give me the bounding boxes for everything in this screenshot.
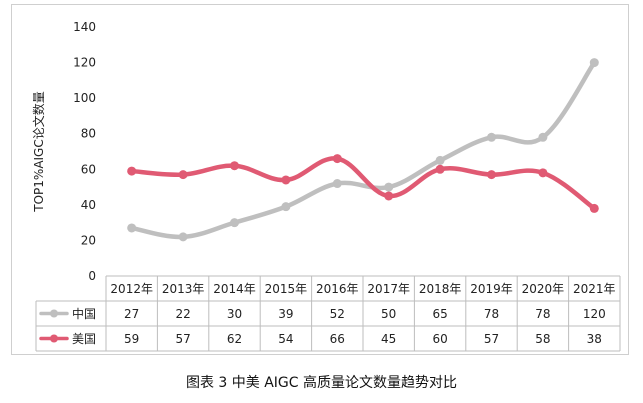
y-axis-title: TOP1%AIGC论文数量 bbox=[31, 91, 46, 212]
y-tick-label: 0 bbox=[88, 269, 96, 283]
table-cell-value: 45 bbox=[381, 332, 396, 346]
data-point bbox=[435, 155, 445, 165]
x-tick-label: 2014年 bbox=[213, 282, 256, 296]
table-cell-value: 30 bbox=[227, 307, 242, 321]
x-tick-label: 2020年 bbox=[522, 282, 565, 296]
data-point bbox=[332, 179, 342, 189]
table-cell-value: 78 bbox=[484, 307, 499, 321]
data-point bbox=[127, 223, 137, 233]
table-cell-value: 59 bbox=[124, 332, 139, 346]
table-cell-value: 54 bbox=[278, 332, 293, 346]
table-cell-value: 57 bbox=[175, 332, 190, 346]
x-tick-label: 2018年 bbox=[419, 282, 462, 296]
table-cell-value: 66 bbox=[330, 332, 345, 346]
data-point bbox=[281, 202, 291, 212]
data-point bbox=[281, 175, 291, 185]
data-point bbox=[435, 164, 445, 174]
y-tick-label: 40 bbox=[81, 198, 96, 212]
y-tick-label: 20 bbox=[81, 233, 96, 247]
data-point bbox=[230, 161, 239, 171]
figure-caption: 图表 3 中美 AIGC 高质量论文数量趋势对比 bbox=[185, 375, 458, 391]
table-cell-value: 39 bbox=[278, 307, 293, 321]
table-cell-value: 58 bbox=[535, 332, 550, 346]
legend-label: 美国 bbox=[72, 332, 96, 346]
data-point bbox=[178, 170, 188, 180]
table-cell-value: 22 bbox=[175, 307, 190, 321]
data-point bbox=[127, 166, 137, 176]
data-point bbox=[538, 168, 548, 178]
x-tick-label: 2016年 bbox=[316, 282, 359, 296]
data-point bbox=[487, 132, 496, 142]
table-cell-value: 120 bbox=[583, 307, 606, 321]
data-point bbox=[589, 58, 599, 68]
legend-marker bbox=[50, 309, 58, 318]
legend-label: 中国 bbox=[72, 306, 96, 321]
data-point bbox=[487, 170, 496, 180]
table-cell-value: 62 bbox=[227, 332, 242, 346]
data-point bbox=[332, 154, 342, 164]
y-tick-label: 100 bbox=[73, 91, 96, 105]
series-line-2 bbox=[129, 156, 597, 211]
x-tick-label: 2012年 bbox=[110, 282, 153, 296]
table-cell-value: 60 bbox=[432, 332, 447, 346]
table-cell-value: 27 bbox=[124, 307, 139, 321]
table-cell-value: 57 bbox=[484, 332, 499, 346]
table-cell-value: 78 bbox=[535, 307, 550, 321]
chart-frame bbox=[11, 4, 629, 355]
data-point bbox=[384, 182, 394, 192]
series-line-1 bbox=[129, 60, 597, 240]
x-tick-label: 2019年 bbox=[470, 282, 513, 296]
data-point bbox=[589, 203, 599, 213]
data-point bbox=[230, 218, 239, 228]
y-tick-label: 60 bbox=[81, 162, 96, 176]
y-tick-label: 120 bbox=[73, 56, 96, 70]
data-point bbox=[178, 232, 188, 242]
x-tick-label: 2021年 bbox=[573, 282, 616, 296]
table-cell-value: 52 bbox=[330, 307, 345, 321]
legend-marker bbox=[50, 334, 58, 343]
y-tick-label: 80 bbox=[81, 127, 96, 141]
y-tick-label: 140 bbox=[73, 20, 96, 34]
data-point bbox=[384, 191, 394, 201]
x-tick-label: 2017年 bbox=[367, 282, 410, 296]
x-tick-label: 2015年 bbox=[265, 282, 308, 296]
table-cell-value: 65 bbox=[432, 307, 447, 321]
table-cell-value: 38 bbox=[587, 332, 602, 346]
data-point bbox=[538, 132, 548, 142]
x-tick-label: 2013年 bbox=[162, 282, 205, 296]
table-cell-value: 50 bbox=[381, 307, 396, 321]
